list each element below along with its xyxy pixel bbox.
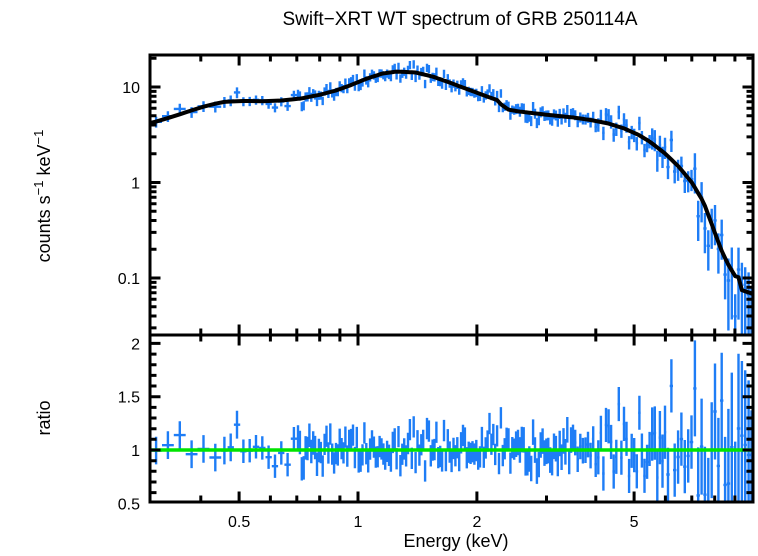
x-axis-label: Energy (keV): [403, 531, 508, 551]
counts-tick-label: 10: [122, 80, 140, 97]
ratio-frame: [148, 333, 755, 504]
axis-ticks: [151, 56, 752, 501]
spectrum-frame: [148, 53, 755, 337]
counts-tick-label: 1: [131, 176, 140, 193]
ratio-tick-label: 1.5: [118, 390, 140, 407]
x-tick-label: 0.5: [228, 514, 250, 531]
ratio-tick-label: 0.5: [118, 496, 140, 513]
ratio-panel-data: [151, 340, 752, 501]
ratio-tick-label: 2: [131, 336, 140, 353]
counts-tick-label: 0.1: [118, 271, 140, 288]
tick-labels: 0.5 1 2 5 10 1 0.1 0.5 1 1.5 2: [118, 80, 639, 531]
axes-frame-and-ticks: [148, 53, 755, 504]
ratio-tick-label: 1: [131, 443, 140, 460]
folded-model-line: [151, 69, 752, 296]
y-axis-label-counts: counts s−1 keV−1: [31, 130, 54, 263]
x-tick-label: 5: [630, 514, 639, 531]
observed-data-crosses: [151, 60, 752, 334]
x-tick-label: 2: [472, 514, 481, 531]
spectrum-panel-data: [151, 60, 752, 334]
x-tick-label: 1: [354, 514, 363, 531]
y-axis-label-ratio: ratio: [34, 400, 54, 435]
chart-title: Swift−XRT WT spectrum of GRB 250114A: [283, 9, 638, 30]
